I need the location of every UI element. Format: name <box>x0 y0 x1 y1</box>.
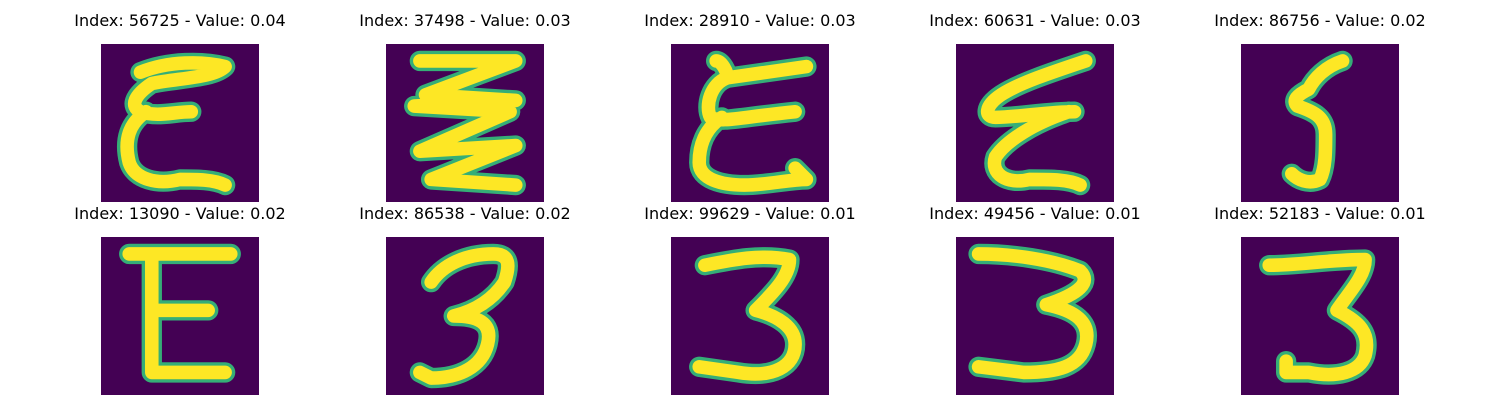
sample-title: Index: 86538 - Value: 0.02 <box>359 204 571 223</box>
sample-title: Index: 49456 - Value: 0.01 <box>929 204 1141 223</box>
sample-cell: Index: 28910 - Value: 0.03 <box>630 10 870 202</box>
digit-image <box>671 44 829 202</box>
digit-glyph <box>404 50 526 196</box>
digit-glyph <box>116 52 236 196</box>
sample-title: Index: 13090 - Value: 0.02 <box>74 204 286 223</box>
sample-cell: Index: 49456 - Value: 0.01 <box>915 203 1155 395</box>
digit-glyph <box>977 50 1096 196</box>
sample-title: Index: 56725 - Value: 0.04 <box>74 11 286 30</box>
digit-glyph <box>1259 249 1377 385</box>
digit-glyph <box>968 243 1097 383</box>
sample-cell: Index: 86538 - Value: 0.02 <box>345 203 585 395</box>
sample-cell: Index: 37498 - Value: 0.03 <box>345 10 585 202</box>
sample-cell: Index: 86756 - Value: 0.02 <box>1200 10 1440 202</box>
sample-title: Index: 60631 - Value: 0.03 <box>929 11 1141 30</box>
sample-title: Index: 28910 - Value: 0.03 <box>644 11 856 30</box>
sample-cell: Index: 13090 - Value: 0.02 <box>60 203 300 395</box>
sample-cell: Index: 99629 - Value: 0.01 <box>630 203 870 395</box>
digit-image <box>386 237 544 395</box>
digit-image <box>1241 237 1399 395</box>
digit-image <box>956 237 1114 395</box>
digit-image <box>101 237 259 395</box>
digit-glyph <box>1281 50 1353 192</box>
digit-glyph <box>409 243 518 389</box>
digit-image <box>101 44 259 202</box>
digit-glyph <box>119 243 241 383</box>
digit-image <box>956 44 1114 202</box>
digit-image <box>1241 44 1399 202</box>
sample-cell: Index: 56725 - Value: 0.04 <box>60 10 300 202</box>
sample-title: Index: 52183 - Value: 0.01 <box>1214 204 1426 223</box>
sample-title: Index: 99629 - Value: 0.01 <box>644 204 856 223</box>
sample-cell: Index: 60631 - Value: 0.03 <box>915 10 1155 202</box>
sample-cell: Index: 52183 - Value: 0.01 <box>1200 203 1440 395</box>
digit-image <box>386 44 544 202</box>
digit-glyph <box>689 247 806 384</box>
sample-title: Index: 37498 - Value: 0.03 <box>359 11 571 30</box>
sample-title: Index: 86756 - Value: 0.02 <box>1214 11 1426 30</box>
digit-glyph <box>689 50 817 196</box>
digit-image <box>671 237 829 395</box>
